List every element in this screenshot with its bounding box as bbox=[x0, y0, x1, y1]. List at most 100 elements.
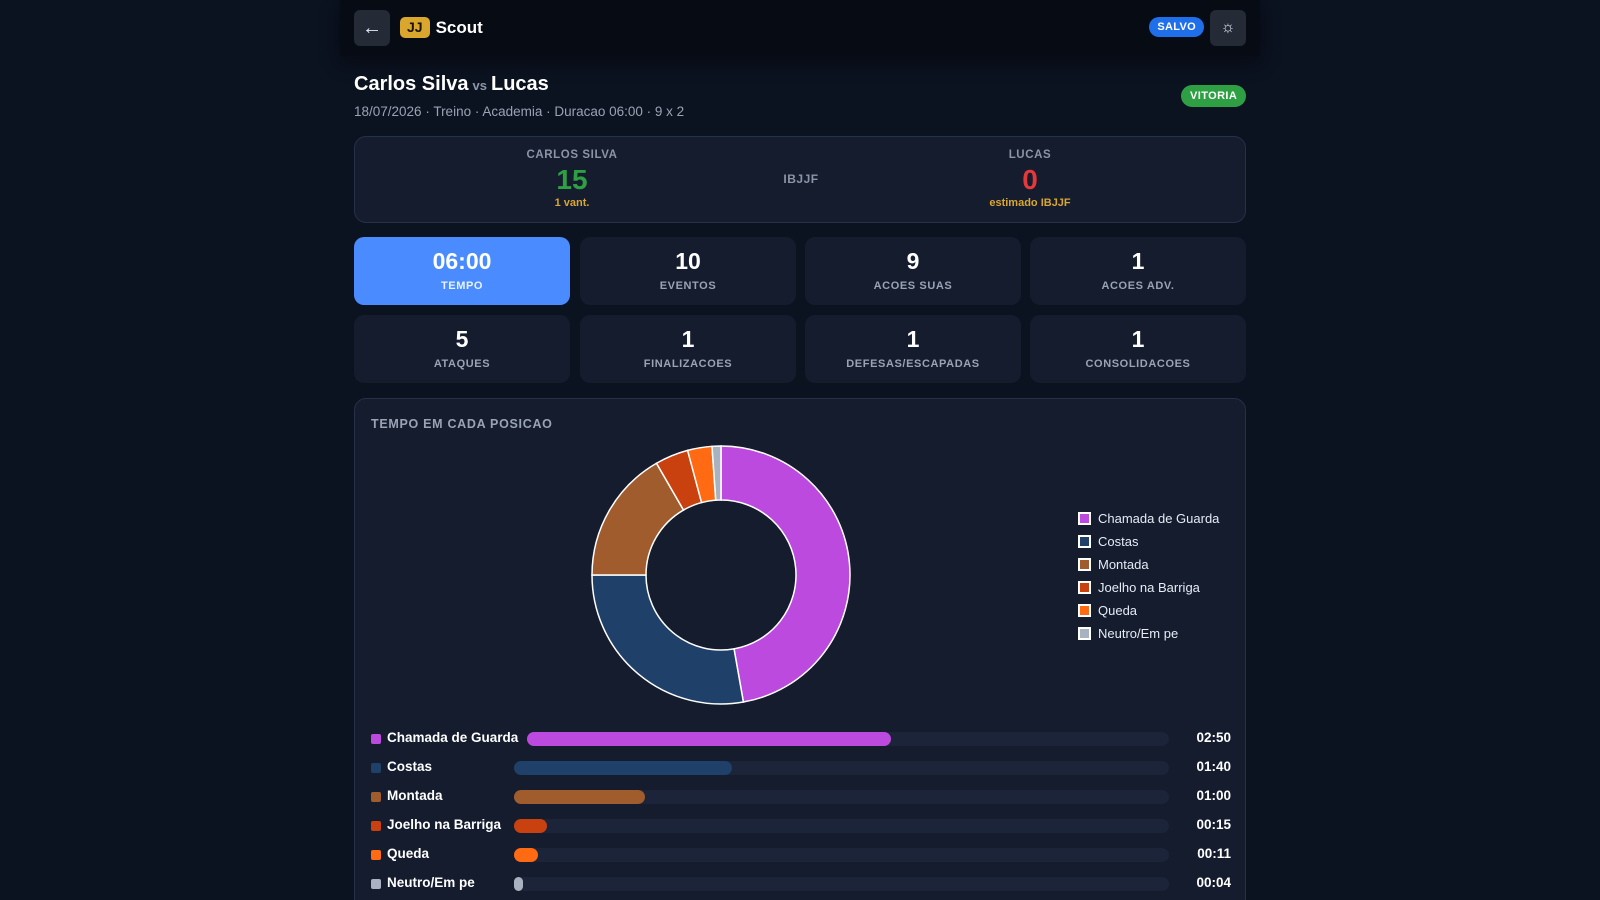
stat-card-defesas[interactable]: 1 DEFESAS/ESCAPADAS bbox=[805, 315, 1021, 383]
bar-label: Queda bbox=[387, 846, 430, 861]
bar-color-dot bbox=[371, 821, 381, 831]
legend-swatch bbox=[1078, 512, 1091, 525]
athlete-name: Carlos Silva bbox=[354, 73, 469, 95]
bar-fill bbox=[514, 790, 645, 804]
position-bar-row: Joelho na Barriga 00:15 bbox=[371, 816, 1231, 836]
bar-fill bbox=[514, 848, 539, 862]
match-title: Carlos Silva vs Lucas bbox=[354, 73, 549, 96]
legend-label: Queda bbox=[1098, 603, 1138, 618]
legend-swatch bbox=[1078, 535, 1091, 548]
stat-value: 5 bbox=[455, 326, 469, 352]
stat-value: 1 bbox=[1131, 248, 1145, 274]
positions-panel: TEMPO EM CADA POSICAO Chamada de Guarda C… bbox=[354, 398, 1246, 900]
stat-card-finalizacoes[interactable]: 1 FINALIZACOES bbox=[580, 315, 796, 383]
stat-value: 1 bbox=[681, 326, 695, 352]
bar-track bbox=[514, 848, 1169, 862]
bar-color-dot bbox=[371, 763, 381, 773]
ruleset-label: IBJJF bbox=[783, 172, 819, 186]
bar-time: 01:40 bbox=[1196, 759, 1231, 774]
bar-track bbox=[514, 790, 1169, 804]
brand-logo: JJ Scout bbox=[400, 17, 483, 38]
position-bar-row: Queda 00:11 bbox=[371, 845, 1231, 865]
score-right-name: LUCAS bbox=[1008, 149, 1052, 161]
stat-value: 1 bbox=[1131, 326, 1145, 352]
legend-swatch bbox=[1078, 604, 1091, 617]
score-left-advantages: 1 vant. bbox=[554, 197, 590, 209]
bar-track bbox=[527, 732, 1169, 746]
legend-swatch bbox=[1078, 627, 1091, 640]
stat-label: EVENTOS bbox=[659, 280, 717, 292]
position-bar-row: Chamada de Guarda 02:50 bbox=[371, 729, 1231, 749]
bar-track bbox=[514, 761, 1169, 775]
bar-label: Chamada de Guarda bbox=[387, 730, 519, 745]
score-right-note: estimado IBJJF bbox=[989, 197, 1071, 209]
legend-item[interactable]: Joelho na Barriga bbox=[1078, 576, 1219, 599]
stat-value: 06:00 bbox=[432, 248, 492, 274]
bar-label: Montada bbox=[387, 788, 443, 803]
stat-label: ACOES SUAS bbox=[873, 280, 953, 292]
legend-label: Neutro/Em pe bbox=[1098, 626, 1179, 641]
donut-slice-1[interactable] bbox=[591, 574, 745, 705]
legend-swatch bbox=[1078, 581, 1091, 594]
bar-color-dot bbox=[371, 792, 381, 802]
bar-label: Neutro/Em pe bbox=[387, 875, 475, 890]
stat-card-consolidacoes[interactable]: 1 CONSOLIDACOES bbox=[1030, 315, 1246, 383]
brand-badge: JJ bbox=[400, 17, 430, 38]
legend-item[interactable]: Neutro/Em pe bbox=[1078, 622, 1219, 645]
legend-item[interactable]: Costas bbox=[1078, 530, 1219, 553]
bar-fill bbox=[514, 877, 523, 891]
legend-label: Costas bbox=[1098, 534, 1139, 549]
bar-fill bbox=[514, 761, 733, 775]
stat-label: ACOES ADV. bbox=[1101, 280, 1175, 292]
bar-time: 00:15 bbox=[1196, 817, 1231, 832]
legend-item[interactable]: Queda bbox=[1078, 599, 1219, 622]
bar-time: 00:11 bbox=[1197, 846, 1231, 861]
position-bar-row: Neutro/Em pe 00:04 bbox=[371, 874, 1231, 894]
donut-slice-5[interactable] bbox=[711, 445, 722, 501]
position-bar-row: Montada 01:00 bbox=[371, 787, 1231, 807]
legend-swatch bbox=[1078, 558, 1091, 571]
stat-label: ATAQUES bbox=[433, 358, 491, 370]
stat-label: CONSOLIDACOES bbox=[1085, 358, 1191, 370]
stat-card-ataques[interactable]: 5 ATAQUES bbox=[354, 315, 570, 383]
legend-item[interactable]: Chamada de Guarda bbox=[1078, 507, 1219, 530]
position-bar-row: Costas 01:40 bbox=[371, 758, 1231, 778]
scoreboard: CARLOS SILVA 15 1 vant. IBJJF LUCAS 0 es… bbox=[354, 136, 1246, 223]
donut-chart bbox=[591, 445, 851, 705]
score-left: CARLOS SILVA 15 1 vant. bbox=[472, 149, 672, 209]
brand-name: Scout bbox=[435, 17, 483, 37]
bar-fill bbox=[514, 819, 547, 833]
stat-card-tempo[interactable]: 06:00 TEMPO bbox=[354, 237, 570, 305]
stat-label: TEMPO bbox=[440, 280, 484, 292]
stat-card-eventos[interactable]: 10 EVENTOS bbox=[580, 237, 796, 305]
bar-label: Costas bbox=[387, 759, 433, 774]
bar-time: 02:50 bbox=[1196, 730, 1231, 745]
score-left-name: CARLOS SILVA bbox=[526, 149, 618, 161]
opponent-name: Lucas bbox=[490, 73, 549, 95]
back-button[interactable]: ← bbox=[354, 10, 390, 46]
stat-value: 1 bbox=[906, 326, 920, 352]
stat-card-acoes-suas[interactable]: 9 ACOES SUAS bbox=[805, 237, 1021, 305]
stat-label: DEFESAS/ESCAPADAS bbox=[846, 358, 980, 370]
theme-toggle-button[interactable]: ☼ bbox=[1210, 10, 1246, 46]
stat-value: 9 bbox=[906, 248, 920, 274]
bar-color-dot bbox=[371, 879, 381, 889]
stat-label: FINALIZACOES bbox=[643, 358, 733, 370]
legend-label: Montada bbox=[1098, 557, 1149, 572]
donut-slice-0[interactable] bbox=[720, 445, 851, 703]
stat-value: 10 bbox=[675, 248, 701, 274]
sun-icon: ☼ bbox=[1220, 19, 1236, 36]
score-left-points: 15 bbox=[556, 164, 588, 195]
stat-card-acoes-adv[interactable]: 1 ACOES ADV. bbox=[1030, 237, 1246, 305]
legend-item[interactable]: Montada bbox=[1078, 553, 1219, 576]
back-arrow-icon: ← bbox=[362, 16, 382, 39]
chart-legend: Chamada de Guarda Costas Montada Joelho na … bbox=[1078, 507, 1219, 645]
top-bar: ← JJ Scout SALVO ☼ bbox=[340, 0, 1260, 56]
bar-color-dot bbox=[371, 850, 381, 860]
bar-time: 00:04 bbox=[1196, 875, 1231, 890]
score-right-points: 0 bbox=[1022, 164, 1038, 195]
bar-fill bbox=[527, 732, 891, 746]
match-meta: 18/07/2026 · Treino · Academia · Duracao… bbox=[354, 104, 685, 119]
legend-label: Joelho na Barriga bbox=[1098, 580, 1200, 595]
vs-label: vs bbox=[472, 78, 487, 93]
